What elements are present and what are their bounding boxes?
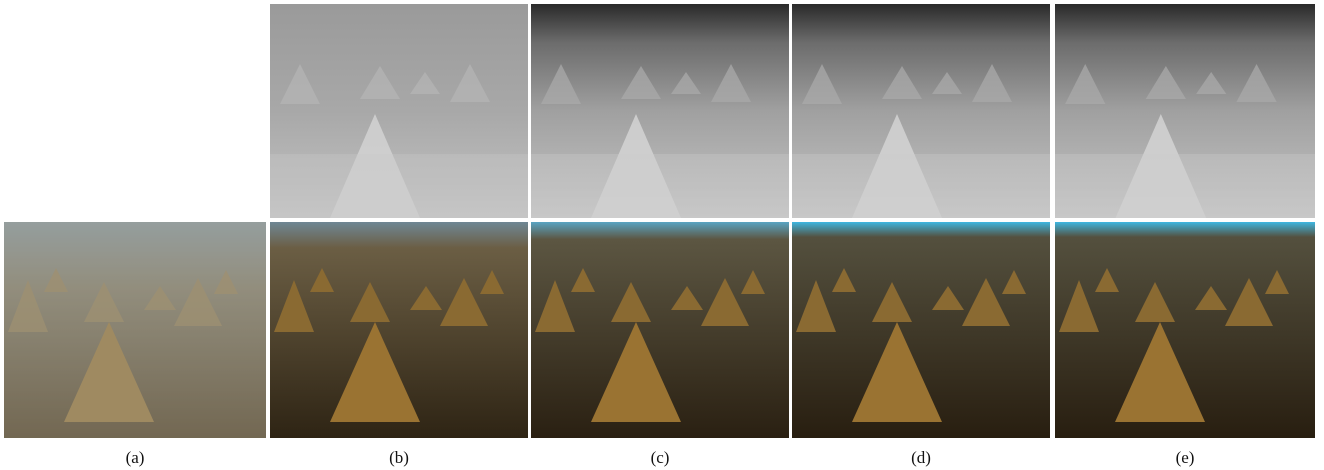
dehazed-photo-b-image: [270, 222, 528, 438]
transmission-map-c: [531, 4, 789, 218]
dehazed-photo-b: [270, 222, 528, 438]
dehazed-photo-d: [792, 222, 1050, 438]
hazy-input-photo: [4, 222, 266, 438]
caption-c: (c): [651, 448, 670, 468]
dehazed-photo-c-image: [531, 222, 789, 438]
dehazed-photo-d-image: [792, 222, 1050, 438]
dehazed-photo-e-image: [1055, 222, 1315, 438]
transmission-map-d: [792, 4, 1050, 218]
caption-d: (d): [911, 448, 931, 468]
dehazed-photo-e: [1055, 222, 1315, 438]
transmission-map-b-image: [270, 4, 528, 218]
dehazed-photo-c: [531, 222, 789, 438]
caption-b: (b): [389, 448, 409, 468]
hazy-input-photo-image: [4, 222, 266, 438]
caption-e: (e): [1176, 448, 1195, 468]
transmission-map-b: [270, 4, 528, 218]
transmission-map-e-image: [1055, 4, 1315, 218]
transmission-map-e: [1055, 4, 1315, 218]
caption-a: (a): [126, 448, 145, 468]
transmission-map-c-image: [531, 4, 789, 218]
transmission-map-d-image: [792, 4, 1050, 218]
